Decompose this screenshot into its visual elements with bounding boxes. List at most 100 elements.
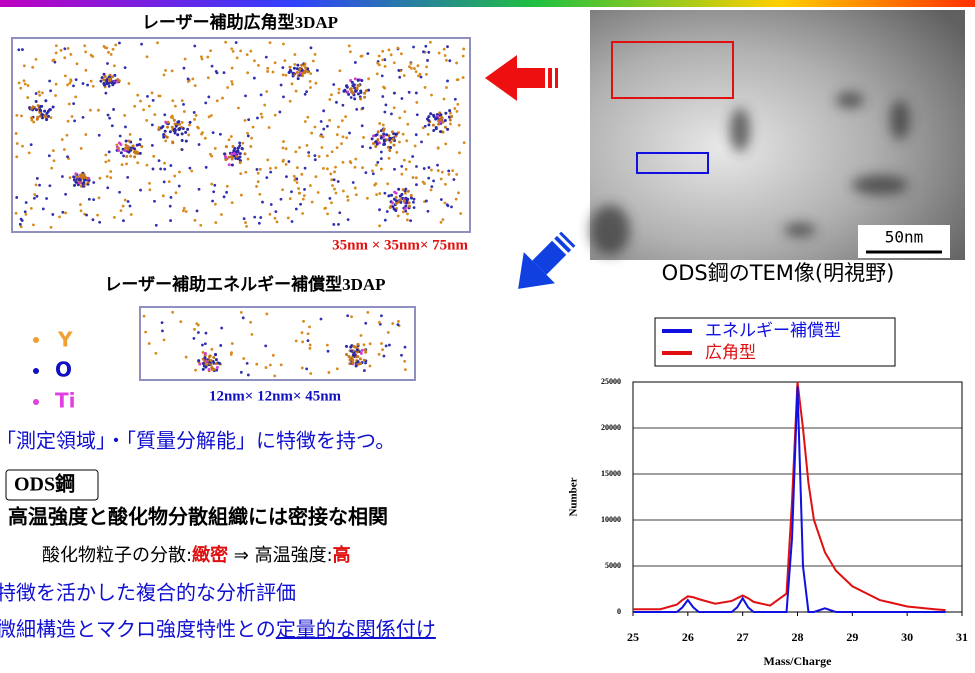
atom-dot: [132, 144, 135, 147]
atom-dot: [294, 150, 297, 153]
atom-dot: [320, 120, 323, 123]
atom-dot: [314, 82, 317, 85]
atom-dot: [398, 141, 401, 144]
atom-dot: [304, 167, 307, 170]
size-label: 35nm × 35nm× 75nm: [332, 237, 468, 253]
atom-dot: [159, 168, 162, 171]
atom-dot: [191, 77, 194, 80]
atom-dot: [230, 135, 233, 138]
atom-dot: [26, 96, 29, 99]
atom-dot: [257, 180, 260, 183]
chart: 050001000015000200002500025262728293031M…: [568, 318, 968, 668]
atom-dot: [355, 364, 358, 367]
atom-dot: [268, 213, 271, 216]
atom-dot: [388, 49, 391, 52]
atom-dot: [20, 114, 23, 117]
atom-dot: [383, 143, 386, 146]
atom-dot: [60, 49, 63, 52]
atom-dot: [298, 146, 301, 149]
atom-dot: [424, 45, 427, 48]
atom-dot: [74, 172, 77, 175]
atom-dot: [85, 214, 88, 217]
atom-dot: [209, 49, 212, 52]
x-axis-label: Mass/Charge: [764, 654, 833, 668]
atom-dot: [280, 84, 283, 87]
atom-dot: [444, 183, 447, 186]
atom-dot: [235, 150, 238, 153]
atom-dot: [143, 315, 146, 318]
atom-dot: [304, 66, 307, 69]
atom-dot: [405, 168, 408, 171]
atom-dot: [393, 106, 396, 109]
atom-dot: [61, 211, 64, 214]
atom-dot: [346, 195, 349, 198]
atom-dot: [81, 176, 84, 179]
atom-dot: [20, 225, 23, 228]
atom-dot: [33, 197, 36, 200]
atom-dot: [162, 194, 165, 197]
atom-dot: [413, 206, 416, 209]
atom-dot: [264, 344, 267, 347]
atom-dot: [224, 41, 227, 44]
atom-dot: [220, 327, 223, 330]
atom-dot: [354, 187, 357, 190]
atom-dot: [439, 130, 442, 133]
atom-dot: [406, 219, 409, 222]
atom-dot: [231, 145, 234, 148]
atom-dot: [403, 200, 406, 203]
atom-dot: [122, 155, 125, 158]
atom-dot: [296, 64, 299, 67]
atom-dot: [246, 132, 249, 135]
atom-dot: [458, 151, 461, 154]
atom-dot: [375, 164, 378, 167]
atom-dot: [15, 196, 18, 199]
atom-dot: [174, 105, 177, 108]
atom-dot: [397, 323, 400, 326]
atom-dot: [439, 113, 442, 116]
atom-dot: [36, 177, 39, 180]
atom-map: [140, 307, 415, 380]
atom-dot: [214, 353, 217, 356]
atom-dot: [454, 98, 457, 101]
atom-dot: [256, 168, 259, 171]
atom-dot: [253, 216, 256, 219]
atom-dot: [194, 219, 197, 222]
atom-dot: [243, 152, 246, 155]
atom-dot: [397, 320, 400, 323]
atom-dot: [457, 78, 460, 81]
atom-dot: [28, 152, 31, 155]
atom-dot: [366, 52, 369, 55]
atom-dot: [89, 109, 92, 112]
atom-dot: [409, 219, 412, 222]
atom-dot: [364, 322, 367, 325]
atom-dot: [357, 92, 360, 95]
atom-dot: [224, 155, 227, 158]
legend-label: 広角型: [705, 343, 756, 363]
atom-dot: [225, 191, 228, 194]
atom-dot: [136, 161, 139, 164]
atom-dot: [215, 358, 218, 361]
atom-dot: [393, 92, 396, 95]
atom-dot: [354, 166, 357, 169]
atom-dot: [152, 168, 155, 171]
atom-dot: [361, 124, 364, 127]
atom-dot: [209, 153, 212, 156]
atom-dot: [208, 355, 211, 358]
atom-dot: [378, 192, 381, 195]
atom-dot: [335, 192, 338, 195]
atom-dot: [102, 78, 105, 81]
atom-dot: [360, 79, 363, 82]
blue-arrow: [503, 223, 584, 304]
atom-dot: [226, 185, 229, 188]
atom-dot: [415, 165, 418, 168]
atom-dot: [424, 86, 427, 89]
atom-label: Ti: [55, 389, 76, 413]
atom-dot: [392, 144, 395, 147]
atom-dot: [35, 108, 38, 111]
atom-dot: [167, 121, 170, 124]
atom-dot: [80, 209, 83, 212]
atom-dot: [63, 148, 66, 151]
atom-dot: [48, 184, 51, 187]
atom-dot: [110, 53, 113, 56]
atom-dot: [351, 361, 354, 364]
